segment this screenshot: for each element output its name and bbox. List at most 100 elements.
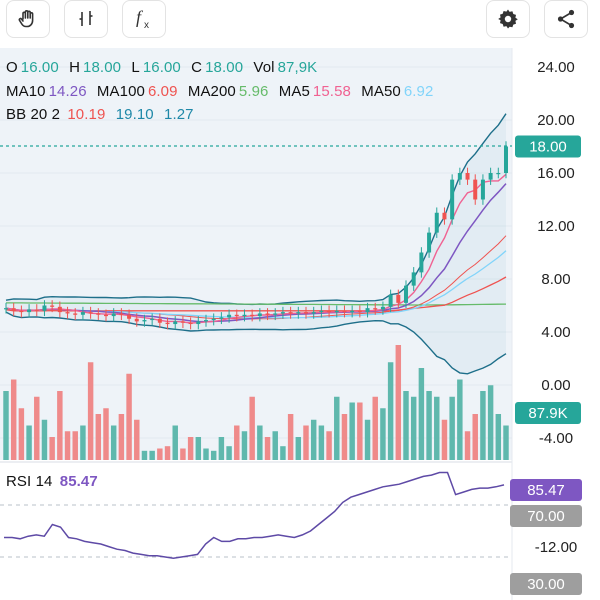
candle-body [496, 173, 501, 175]
svg-text:f: f [136, 7, 144, 27]
volume-bar [341, 414, 348, 460]
bb-upper-value: 19.10 [115, 106, 154, 123]
candle-body [365, 308, 370, 313]
volume-bar [257, 425, 263, 460]
high-label: H [69, 59, 81, 76]
svg-text:x: x [144, 20, 149, 31]
volume-bar [403, 391, 409, 460]
candle-body [434, 212, 439, 233]
candle-body [250, 314, 255, 317]
volume-bar [203, 448, 209, 460]
rsi-pane-background [0, 462, 512, 600]
low-value: 16.00 [142, 59, 181, 76]
volume-bar [318, 425, 325, 460]
price-tick-label: 20.00 [537, 112, 575, 129]
gear-icon [498, 9, 518, 29]
candle-body [488, 173, 493, 180]
candle-body [257, 313, 262, 317]
candle-body [404, 285, 408, 303]
candle-body [388, 294, 393, 307]
volume-bar [364, 419, 371, 460]
volume-bar [372, 396, 378, 460]
hand-icon [18, 10, 34, 28]
rsi-70-badge [510, 505, 582, 527]
volume-bar [495, 414, 502, 460]
volume-bar [49, 437, 55, 460]
candle-body [357, 310, 362, 313]
volume-bar [464, 431, 471, 460]
candle-body [196, 321, 201, 325]
volume-bar [95, 414, 102, 460]
volume-bar [149, 450, 155, 460]
close-value: 18.00 [205, 59, 244, 76]
candle-body [165, 322, 170, 325]
ma10-value: 14.26 [48, 83, 87, 100]
candle-body [211, 318, 216, 321]
candle-body [219, 317, 224, 319]
volume-bar [3, 391, 9, 460]
candle-body [57, 306, 62, 313]
volume-value: 87,9K [277, 59, 318, 76]
volume-label: Vol [253, 59, 275, 76]
ma10-line [5, 183, 507, 323]
rsi-label: RSI 14 [6, 473, 53, 490]
volume-bar [134, 419, 140, 460]
volume-bar [26, 425, 32, 460]
volume-bar [380, 408, 386, 460]
candle-body [111, 313, 116, 317]
price-tick-label: 16.00 [537, 165, 575, 182]
rsi-plot [0, 471, 512, 560]
candle-body [504, 146, 508, 173]
candle-body [4, 308, 8, 310]
open-value: 16.00 [20, 59, 59, 76]
candle-body [173, 321, 178, 325]
volume-bar [472, 414, 478, 460]
candle-body [104, 314, 108, 317]
function-button[interactable]: f x [122, 0, 166, 38]
price-tick-label: 0.00 [541, 377, 570, 394]
volume-bar [295, 437, 302, 460]
volume-bar [234, 425, 240, 460]
share-button[interactable] [544, 0, 588, 38]
candle-body [127, 314, 132, 319]
indicator-button[interactable] [64, 0, 108, 38]
price-tick-label: 12.00 [537, 218, 575, 235]
volume-badge [515, 402, 581, 424]
volume-bar [457, 379, 463, 460]
rsi-30-badge [510, 573, 582, 595]
candle-body [19, 310, 24, 313]
candle-body [473, 179, 478, 200]
candle-body [142, 320, 147, 322]
rsi-line [4, 471, 505, 560]
volume-bar [387, 362, 394, 460]
candle-body [457, 173, 462, 180]
candle-body [265, 313, 270, 315]
volume-bar [172, 425, 178, 460]
bb-basis-value: 10.19 [67, 106, 106, 123]
volume-bar [195, 437, 202, 460]
candle-body [180, 321, 185, 323]
hand-tool-button[interactable] [6, 0, 50, 38]
candle-body [227, 314, 232, 318]
candle-body [350, 310, 355, 313]
candle-body [311, 312, 316, 314]
candle-body [334, 310, 339, 313]
candle-body [96, 313, 101, 315]
candle-body [88, 312, 93, 314]
bb-legend: BB 20 2 10.19 19.10 1.27 [6, 106, 200, 123]
last-price-badge [515, 135, 581, 158]
candle-body [480, 179, 485, 200]
candle-body [42, 305, 47, 311]
volume-bar [126, 373, 132, 460]
candle-body [373, 308, 378, 310]
price-tick-label: 24.00 [537, 59, 575, 76]
candle-body [296, 312, 301, 314]
ma50-value: 6.92 [403, 83, 434, 100]
grid-lines [0, 66, 512, 439]
candle-body [396, 294, 401, 303]
settings-button[interactable] [486, 0, 530, 38]
indicator-bars-icon [79, 11, 93, 26]
bb-label: BB 20 2 [6, 106, 61, 123]
candle-body [280, 312, 285, 314]
